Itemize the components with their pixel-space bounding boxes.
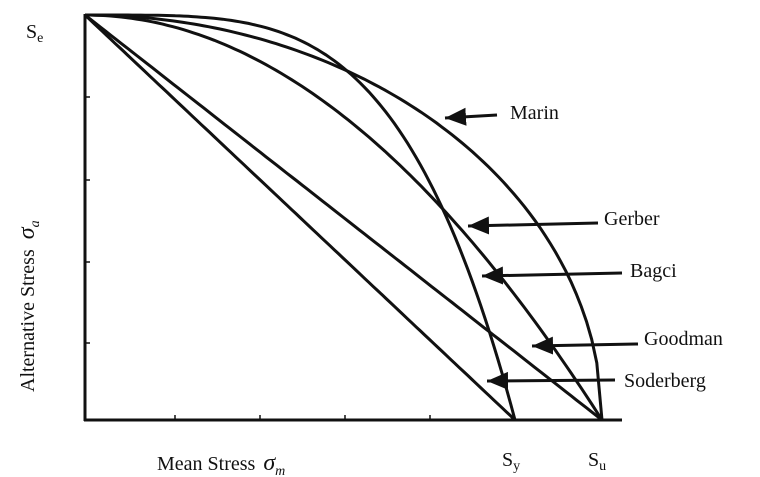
arrow [444,107,498,126]
gerber-curve [85,13,604,421]
soderberg-line [83,13,517,422]
su-label: Su [588,449,606,474]
bagci-curve [85,13,517,421]
curve-label: Soderberg [624,370,706,392]
goodman-line [84,13,603,422]
curve-label: Bagci [630,260,677,282]
curve-label: Goodman [644,328,723,350]
arrow [531,336,639,355]
arrow [486,371,616,390]
axis-ticks [85,96,431,420]
arrow [467,216,599,235]
sy-label: Sy [502,449,520,474]
curve-label: Marin [510,102,559,124]
y-axis-label: Alternative Stressσa [14,220,43,392]
arrow [481,266,623,285]
se-label: Se [26,21,43,46]
curve-label: Gerber [604,208,660,230]
x-axis-label: Mean Stress σm [157,450,285,477]
curves [83,13,604,422]
